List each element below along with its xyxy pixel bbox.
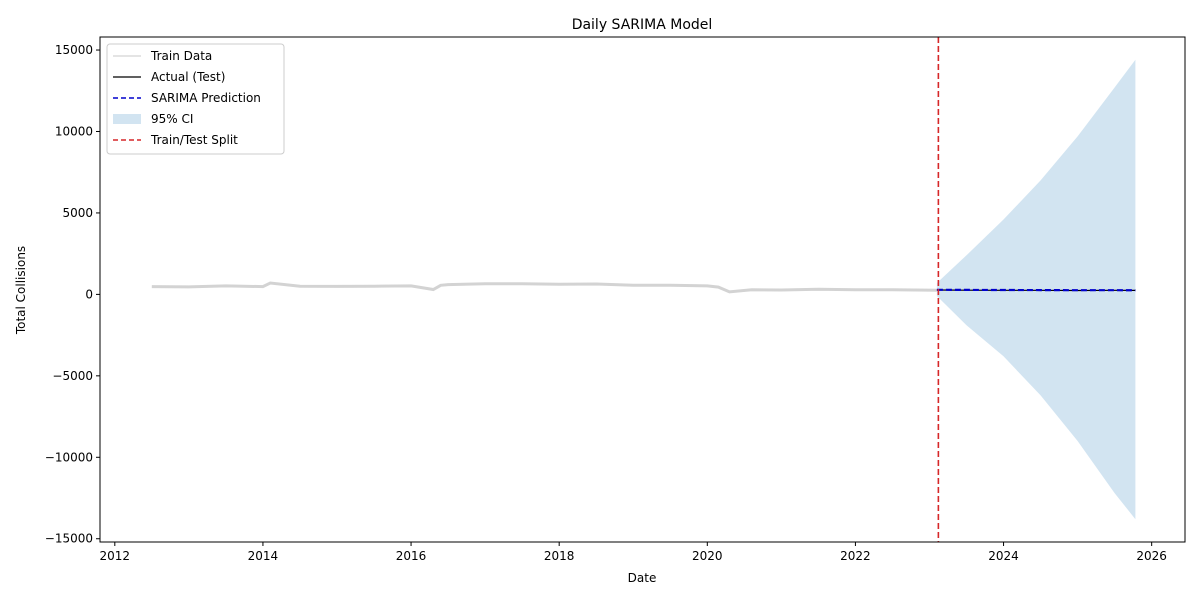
prediction-line xyxy=(936,288,1136,292)
x-tick-label: 2020 xyxy=(692,549,723,563)
plot-frame xyxy=(99,36,1186,543)
x-tick-label: 2024 xyxy=(988,549,1019,563)
plot-area xyxy=(151,37,1136,542)
legend-box xyxy=(106,43,285,155)
x-tick-label: 2014 xyxy=(248,549,279,563)
legend-swatch xyxy=(113,114,141,124)
x-tick-label: 2012 xyxy=(100,549,131,563)
axes: 2012 2014 2016 2018 2020 2022 2024 2026 −15000 −1… xyxy=(45,36,1186,563)
x-tick-label: 2026 xyxy=(1136,549,1167,563)
legend-entry: Train/Test Split xyxy=(150,133,238,147)
y-tick-label: −10000 xyxy=(45,450,93,464)
y-axis-label: Total Collisions xyxy=(14,246,28,335)
legend-entry: SARIMA Prediction xyxy=(151,91,261,105)
legend: Train Data Actual (Test) SARIMA Prediction… xyxy=(106,43,285,155)
x-tick-label: 2022 xyxy=(840,549,871,563)
y-tick-label: 5000 xyxy=(62,206,93,220)
y-tick-label: 15000 xyxy=(55,43,93,57)
y-tick-label: 0 xyxy=(85,287,93,301)
x-tick-label: 2016 xyxy=(396,549,427,563)
legend-entry: Train Data xyxy=(150,49,212,63)
legend-entry: 95% CI xyxy=(151,112,193,126)
y-tick-label: −15000 xyxy=(45,532,93,546)
x-tick-label: 2018 xyxy=(544,549,575,563)
y-tick-label: −5000 xyxy=(52,369,93,383)
train-data-line xyxy=(151,281,937,294)
chart-title: Daily SARIMA Model xyxy=(572,17,713,33)
legend-entry: Actual (Test) xyxy=(151,70,225,84)
x-axis-label: Date xyxy=(628,571,657,585)
y-tick-label: 10000 xyxy=(55,124,93,138)
